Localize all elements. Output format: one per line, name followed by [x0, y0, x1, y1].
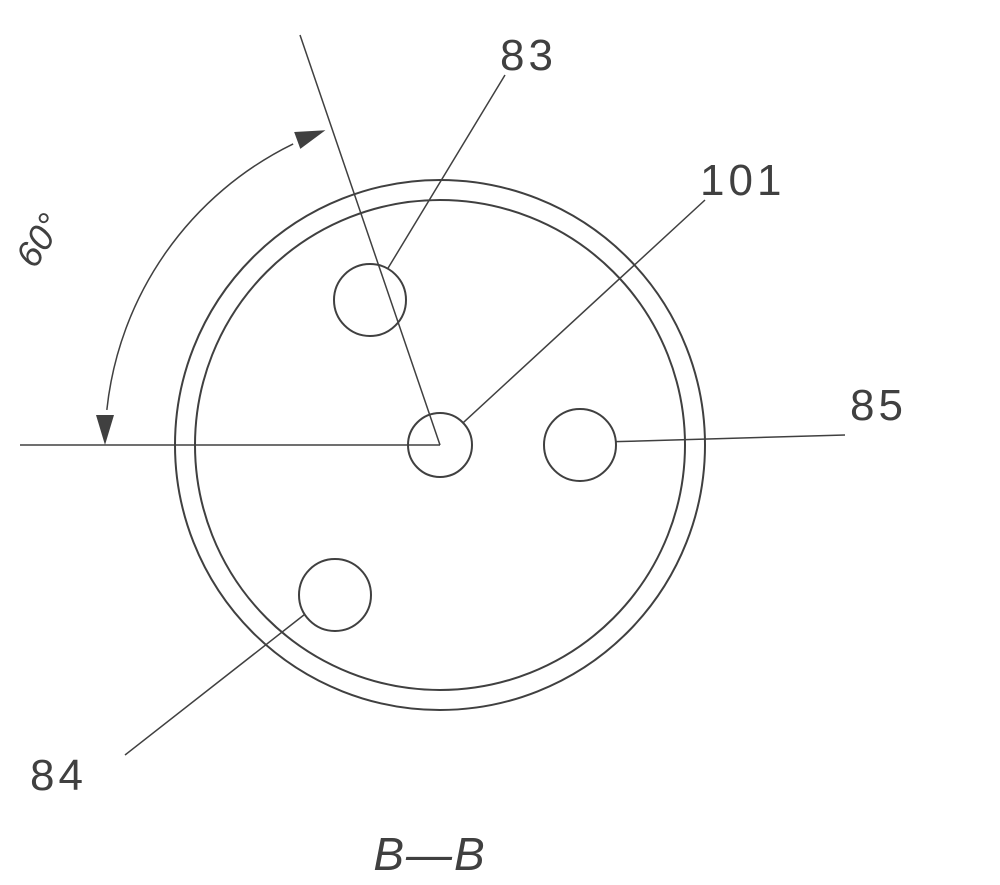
- engineering-section-diagram: 83 101 85 84 60° B—B: [0, 0, 1000, 885]
- hole-84: [299, 559, 371, 631]
- leader-line-85: [616, 435, 845, 442]
- leader-line-83: [388, 75, 505, 269]
- callout-label-101: 101: [700, 156, 785, 205]
- hole-85: [544, 409, 616, 481]
- callout-label-84: 84: [30, 751, 87, 800]
- angle-ray-line: [300, 35, 440, 445]
- section-view-label: B—B: [373, 828, 486, 880]
- leader-line-84: [125, 614, 305, 755]
- arrowhead-icon: [294, 130, 325, 149]
- arrowhead-icon: [96, 415, 114, 445]
- hole-83: [334, 264, 406, 336]
- angle-dimension-arc: [107, 144, 293, 410]
- callout-label-85: 85: [850, 381, 907, 430]
- callout-label-83: 83: [500, 31, 557, 80]
- angle-dimension-label: 60°: [7, 206, 71, 274]
